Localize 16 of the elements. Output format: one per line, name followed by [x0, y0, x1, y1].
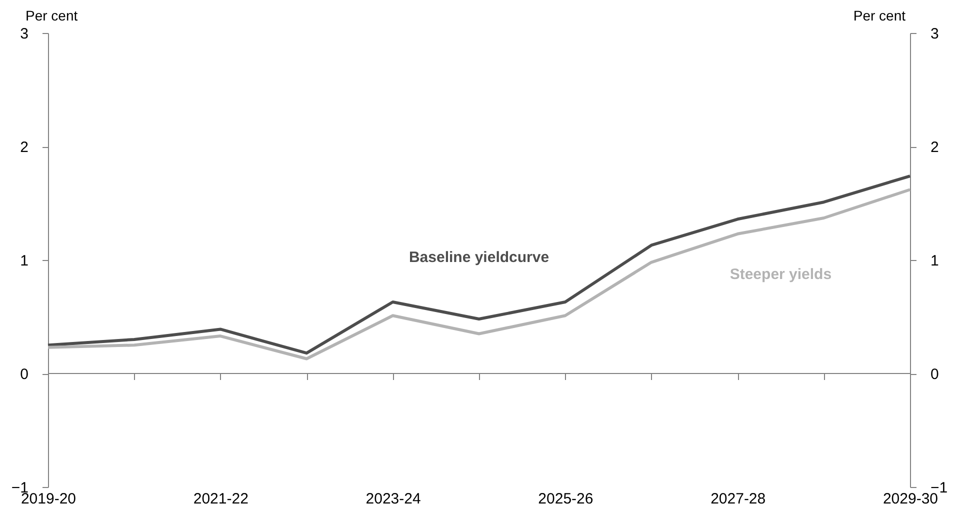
y2-tick-label: 1 [930, 252, 939, 270]
x-tick-label: 2025-26 [538, 490, 594, 508]
y-tick-label: 1 [20, 252, 28, 270]
y2-tick-label: 3 [930, 26, 939, 42]
y2-tick-label: 2 [930, 139, 939, 156]
y-tick-label: 2 [20, 139, 28, 156]
y2-tick-label: 0 [930, 366, 939, 383]
x-tick-label: 2023-24 [366, 490, 421, 508]
text: Baseline yieldcurve [408, 249, 550, 266]
y-axis-title: Per cent [26, 8, 78, 24]
y-tick-label: 0 [20, 366, 28, 383]
y-tick-label: 3 [20, 26, 28, 42]
series-label: Steeper yields [730, 266, 832, 283]
x-tick-label: 2027-28 [710, 490, 766, 508]
x-tick-label: 2021-22 [193, 490, 248, 508]
y2-axis-title: Per cent [853, 8, 906, 24]
